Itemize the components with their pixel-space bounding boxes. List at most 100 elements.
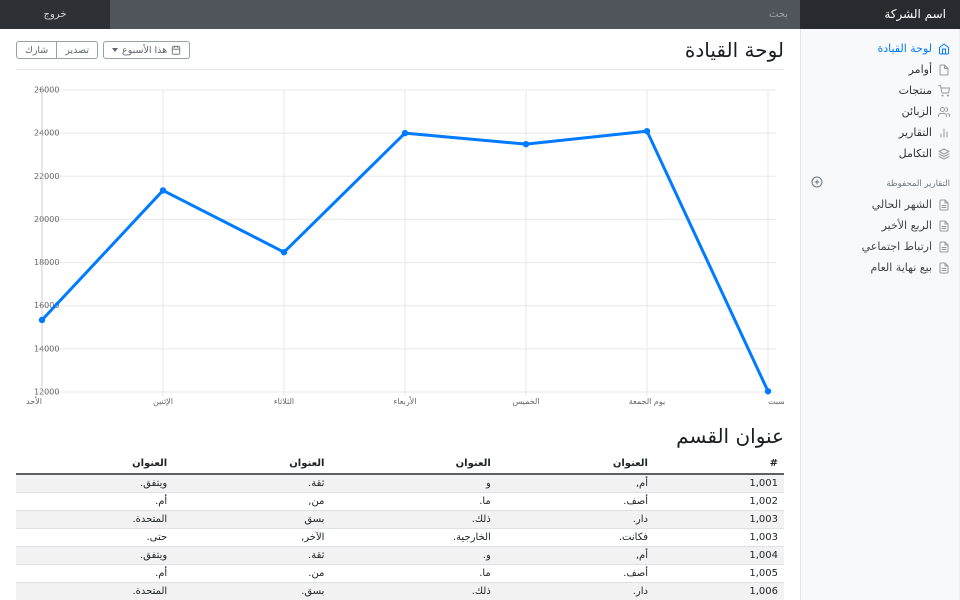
svg-text:الثلاثاء: الثلاثاء [274, 397, 294, 406]
users-icon [938, 106, 950, 117]
row-id-cell: 1,003 [749, 532, 778, 543]
toolbar: هذا الأسبوع تصدير شارك [16, 41, 191, 59]
saved-report-year-end[interactable]: بيع نهاية العام [801, 257, 960, 278]
file-text-icon [939, 241, 949, 252]
saved-report-label: الشهر الحالي [871, 198, 932, 211]
add-report-button[interactable] [811, 176, 823, 191]
file-icon [939, 64, 949, 75]
sidebar-item-integrations[interactable]: التكامل [801, 143, 960, 164]
sidebar-nav: لوحة القيادة أوامر منتجات الزبائن التقار… [801, 38, 960, 164]
search-input[interactable] [110, 0, 800, 29]
svg-text:الأربعاء: الأربعاء [394, 396, 417, 406]
svg-text:الأحد: الأحد [26, 396, 42, 406]
table-body: 1,001 أم, و ثقة. ويتفق. 1,002 أصف. ما. من, أم. 1,0… [16, 474, 784, 600]
row-cell: فكانت. [618, 532, 648, 543]
sidebar-item-label: لوحة القيادة [877, 42, 932, 55]
row-cell: ثقة. [308, 550, 325, 561]
sidebar-item-customers[interactable]: الزبائن [801, 101, 960, 122]
svg-text:26000: 26000 [34, 86, 59, 95]
svg-text:يوم السبت: يوم السبت [768, 397, 784, 406]
table-row: 1,006 دار. ذلك. بسق. المتحدة. [16, 582, 784, 600]
row-cell: الآخر, [301, 532, 325, 543]
table-row: 1,003 دار. ذلك. بسق المتحدة. [16, 510, 784, 529]
row-id-cell: 1,003 [749, 514, 778, 525]
data-table: # العنوان العنوان العنوان العنوان 1,001 أ… [16, 455, 784, 600]
calendar-icon [172, 45, 181, 55]
table-row: 1,003 فكانت. الخارجية. الآخر, حتى. [16, 528, 784, 547]
column-header: العنوان [330, 455, 497, 475]
sidebar-item-label: التقارير [898, 126, 932, 139]
sidebar-item-label: منتجات [898, 84, 932, 97]
row-cell: حتى. [146, 532, 168, 543]
column-header: العنوان [173, 455, 331, 475]
week-dropdown-button[interactable]: هذا الأسبوع [103, 41, 191, 59]
row-cell: ويتفق. [140, 478, 168, 489]
export-button[interactable]: تصدير [56, 41, 99, 59]
svg-text:الخميس: الخميس [512, 397, 539, 406]
layout: لوحة القيادة أوامر منتجات الزبائن التقار… [0, 29, 960, 600]
row-cell: أم. [155, 496, 168, 507]
sidebar-item-reports[interactable]: التقارير [801, 122, 960, 143]
saved-report-label: بيع نهاية العام [870, 261, 932, 274]
file-text-icon [939, 199, 949, 210]
row-cell: ذلك. [471, 514, 491, 525]
share-button[interactable]: شارك [16, 41, 58, 59]
column-header-id: # [654, 455, 784, 475]
row-cell: المتحدة. [132, 586, 168, 597]
brand-title[interactable]: اسم الشركة [800, 0, 960, 29]
sidebar-item-label: التكامل [898, 147, 932, 160]
bar-chart-icon [940, 128, 948, 137]
svg-text:20000: 20000 [34, 215, 59, 224]
row-cell: ذلك. [471, 586, 491, 597]
row-cell: ويتفق. [140, 550, 168, 561]
svg-text:22000: 22000 [34, 172, 59, 181]
chevron-down-icon [112, 48, 119, 52]
row-cell: بسق. [301, 586, 325, 597]
column-header: العنوان [496, 455, 654, 475]
row-cell: بسق [304, 514, 325, 525]
saved-report-current-month[interactable]: الشهر الحالي [801, 194, 960, 215]
line-chart-svg: 12000 14000 16000 18000 20000 22000 24000 26000… [26, 86, 784, 408]
row-cell: المتحدة. [132, 514, 168, 525]
saved-reports-heading: التقارير المحفوظة [801, 164, 960, 194]
row-cell: ما. [479, 568, 491, 579]
row-cell: الخارجية. [452, 532, 491, 543]
layers-icon [938, 148, 950, 159]
svg-text:14000: 14000 [34, 344, 59, 353]
row-cell: أم. [155, 568, 168, 579]
svg-text:الإثنين: الإثنين [153, 397, 173, 407]
file-text-icon [939, 262, 949, 273]
sidebar-item-label: الزبائن [901, 105, 932, 118]
row-cell: ثقة. [308, 478, 325, 489]
row-id-cell: 1,001 [749, 478, 778, 489]
sidebar-item-products[interactable]: منتجات [801, 80, 960, 101]
week-dropdown-label: هذا الأسبوع [122, 44, 168, 56]
row-cell: دار. [632, 586, 648, 597]
row-cell: دار. [632, 514, 648, 525]
svg-text:12000: 12000 [34, 388, 59, 397]
sidebar-item-orders[interactable]: أوامر [801, 59, 960, 80]
page-title: لوحة القيادة [684, 38, 784, 62]
sidebar-item-dashboard[interactable]: لوحة القيادة [801, 38, 960, 59]
file-text-icon [939, 220, 949, 231]
saved-reports-list: الشهر الحالي الربع الأخير ارتباط اجتماعي… [801, 194, 960, 278]
saved-report-label: الربع الأخير [881, 219, 932, 232]
column-header: العنوان [16, 455, 174, 475]
saved-report-social[interactable]: ارتباط اجتماعي [801, 236, 960, 257]
saved-report-last-quarter[interactable]: الربع الأخير [801, 215, 960, 236]
main-content: لوحة القيادة هذا الأسبوع تصدير شارك 1200… [0, 29, 800, 600]
row-cell: أم, [635, 478, 648, 489]
row-id-cell: 1,002 [749, 496, 778, 507]
row-cell: و. [482, 550, 491, 561]
row-cell: و [485, 478, 491, 489]
top-navbar: اسم الشركة خروج [0, 0, 960, 29]
table-row: 1,004 أم, و. ثقة. ويتفق. [16, 546, 784, 565]
row-id-cell: 1,004 [749, 550, 778, 561]
svg-text:18000: 18000 [34, 258, 59, 267]
line-chart: 12000 14000 16000 18000 20000 22000 24000 26000… [16, 82, 784, 414]
signout-button[interactable]: خروج [0, 0, 110, 29]
svg-text:يوم الجمعة: يوم الجمعة [629, 397, 665, 406]
home-icon [939, 43, 949, 54]
row-cell: ما. [479, 496, 491, 507]
cart-icon [938, 84, 950, 96]
